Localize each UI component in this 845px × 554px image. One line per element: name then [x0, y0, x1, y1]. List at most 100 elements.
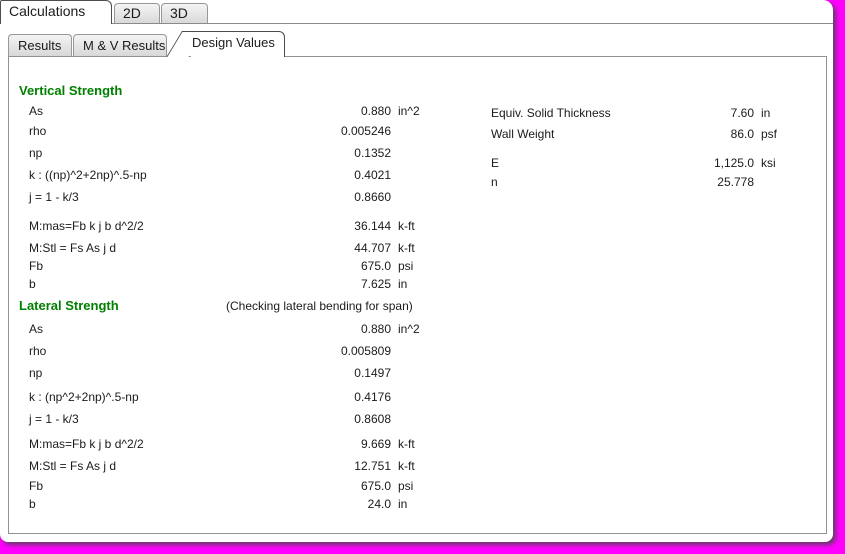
- vertical-strength-heading: Vertical Strength: [19, 83, 123, 98]
- tab-2d[interactable]: 2D: [114, 3, 160, 23]
- calc-value: 0.8660: [354, 190, 391, 204]
- tab-design-values-body: [191, 31, 285, 57]
- calc-value: 675.0: [360, 259, 391, 273]
- calc-value: 24.0: [367, 497, 391, 511]
- calc-unit: in: [398, 497, 408, 511]
- calc-label: j = 1 - k/3: [29, 412, 79, 426]
- calc-unit: [391, 189, 433, 205]
- strength-calculations: Vertical Strength As 0.880 in^2 rho 0.00…: [19, 83, 433, 512]
- calc-value: 0.4176: [354, 390, 391, 404]
- tab-design-values-label: Design Values: [192, 35, 275, 50]
- calc-label: Fb: [29, 479, 44, 493]
- property-value: 1,125.0: [713, 156, 754, 170]
- property-row: Equiv. Solid Thickness 7.60 in: [491, 105, 784, 121]
- calc-label: b: [29, 277, 36, 291]
- calc-unit: [391, 389, 433, 405]
- calc-value: 7.625: [360, 277, 391, 291]
- calc-unit: in^2: [398, 322, 420, 336]
- tab-mv-results-label: M & V Results: [83, 38, 166, 53]
- lateral-strength-section: Lateral Strength (Checking lateral bendi…: [19, 298, 433, 512]
- calc-label: As: [29, 104, 44, 118]
- calc-label: k : (np^2+2np)^.5-np: [29, 390, 139, 404]
- wall-properties: Equiv. Solid Thickness 7.60 in Wall Weig…: [491, 105, 784, 190]
- calc-unit: in^2: [398, 104, 420, 118]
- tab-results-label: Results: [18, 38, 62, 53]
- calc-label: M:mas=Fb k j b d^2/2: [29, 219, 144, 233]
- calc-unit: [391, 365, 433, 381]
- design-values-panel: Vertical Strength As 0.880 in^2 rho 0.00…: [8, 56, 827, 534]
- calc-row: M:Stl = Fs As j d 44.707 k-ft: [19, 240, 433, 256]
- calc-value: 36.144: [354, 219, 391, 233]
- calc-unit: k-ft: [398, 219, 415, 233]
- calc-label: b: [29, 497, 36, 511]
- lateral-bending-note: (Checking lateral bending for span): [226, 299, 413, 313]
- calc-row: np 0.1352: [19, 145, 433, 161]
- calc-unit: [391, 123, 433, 139]
- tab-calculations-label: Calculations: [9, 3, 86, 19]
- calculations-window: Calculations 2D 3D Results M & V Results…: [0, 0, 833, 542]
- tab-3d[interactable]: 3D: [161, 3, 208, 23]
- calc-row: Fb 675.0 psi: [19, 478, 433, 494]
- property-unit: ksi: [761, 156, 776, 170]
- calc-value: 0.880: [360, 322, 391, 336]
- property-label: Wall Weight: [491, 127, 555, 141]
- calc-row: b 7.625 in: [19, 276, 433, 292]
- calc-row: j = 1 - k/3 0.8660: [19, 189, 433, 205]
- calc-row: j = 1 - k/3 0.8608: [19, 411, 433, 427]
- calc-label: M:mas=Fb k j b d^2/2: [29, 437, 144, 451]
- calc-row: k : (np^2+2np)^.5-np 0.4176: [19, 389, 433, 405]
- calc-row: b 24.0 in: [19, 496, 433, 512]
- calc-value: 44.707: [354, 241, 391, 255]
- calc-label: np: [29, 146, 43, 160]
- vertical-strength-section: Vertical Strength As 0.880 in^2 rho 0.00…: [19, 83, 433, 292]
- calc-unit: psi: [398, 259, 414, 273]
- property-unit: [754, 174, 784, 190]
- tab-mv-results[interactable]: M & V Results: [73, 34, 167, 56]
- calc-unit: k-ft: [398, 241, 415, 255]
- calc-label: M:Stl = Fs As j d: [29, 241, 117, 255]
- calc-label: np: [29, 366, 43, 380]
- calc-unit: [391, 343, 433, 359]
- calc-unit: k-ft: [398, 459, 415, 473]
- calc-row: M:Stl = Fs As j d 12.751 k-ft: [19, 458, 433, 474]
- property-value: 25.778: [717, 175, 754, 189]
- calc-unit: psi: [398, 479, 414, 493]
- property-value: 86.0: [730, 127, 754, 141]
- calc-value: 0.880: [360, 104, 391, 118]
- property-row: E 1,125.0 ksi: [491, 155, 784, 171]
- property-row: Wall Weight 86.0 psf: [491, 126, 784, 142]
- property-label: E: [491, 156, 500, 170]
- property-value: 7.60: [730, 106, 754, 120]
- property-label: Equiv. Solid Thickness: [491, 106, 611, 120]
- calc-value: 9.669: [360, 437, 391, 451]
- lateral-strength-heading: Lateral Strength: [19, 298, 119, 313]
- lateral-strength-heading-row: Lateral Strength (Checking lateral bendi…: [19, 298, 433, 314]
- calc-row: rho 0.005809: [19, 343, 433, 359]
- calc-unit: [391, 167, 433, 183]
- calc-unit: in: [398, 277, 408, 291]
- calc-value: 0.4021: [354, 168, 391, 182]
- property-row: n 25.778: [491, 174, 784, 190]
- calc-unit: [391, 145, 433, 161]
- calc-row: M:mas=Fb k j b d^2/2 9.669 k-ft: [19, 436, 433, 452]
- property-label: n: [491, 175, 498, 189]
- calc-row: np 0.1497: [19, 365, 433, 381]
- calc-row: M:mas=Fb k j b d^2/2 36.144 k-ft: [19, 218, 433, 234]
- calc-label: Fb: [29, 259, 44, 273]
- calc-value: 0.005246: [340, 124, 391, 138]
- tab-results[interactable]: Results: [8, 34, 72, 56]
- calc-value: 12.751: [354, 459, 391, 473]
- calc-label: rho: [29, 344, 47, 358]
- calc-value: 675.0: [360, 479, 391, 493]
- property-unit: psf: [761, 127, 778, 141]
- calc-label: rho: [29, 124, 47, 138]
- calc-row: As 0.880 in^2: [19, 103, 433, 119]
- calc-label: j = 1 - k/3: [29, 190, 79, 204]
- calc-label: As: [29, 322, 44, 336]
- calc-label: k : ((np)^2+2np)^.5-np: [29, 168, 147, 182]
- tab-calculations[interactable]: Calculations: [0, 0, 112, 24]
- calc-label: M:Stl = Fs As j d: [29, 459, 117, 473]
- property-unit: in: [761, 106, 771, 120]
- calc-row: As 0.880 in^2: [19, 321, 433, 337]
- tab-design-values[interactable]: Design Values: [166, 31, 285, 57]
